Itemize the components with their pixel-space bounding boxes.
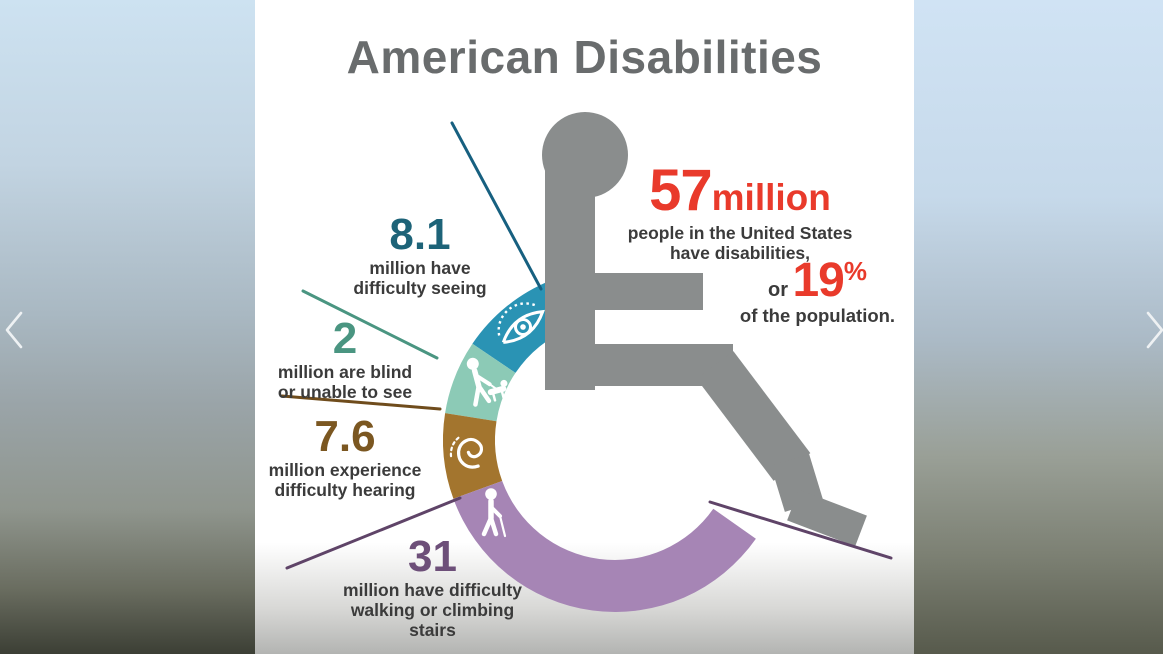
person-with-guide-dog-icon [466,357,508,407]
headline-total: 57million people in the United States ha… [615,158,865,265]
background-right [914,0,1163,654]
stat-value: 8.1 [389,210,451,259]
page-title: American Disabilities [346,31,823,83]
leader-line-seeing [450,121,543,291]
chevron-left-icon [5,311,23,349]
disability-infographic [280,112,893,613]
person-with-cane-icon [481,488,507,538]
percent-callout: or 19% of the population. [710,254,925,326]
chevron-right-icon [1146,311,1163,349]
segment-difficulty-walking [453,481,756,613]
total-unit: million [711,177,831,218]
leader-line-hearing [280,394,442,411]
stat-label-line2: difficulty hearing [274,480,416,501]
stat-label-line1: million are blind [277,362,413,382]
percent-desc: of the population. [739,304,896,326]
stat-value: 31 [408,532,457,581]
stat-label-line2: or unable to see [277,382,413,403]
background-left [0,0,255,654]
stat-label-line1: million have difficulty [343,580,522,600]
percent-sign: % [843,256,867,286]
stat-value: 7.6 [314,412,376,461]
ear-icon [449,436,484,469]
stat-value: 2 [332,314,358,363]
percent-value: 19 [792,254,844,307]
eye-icon [497,302,545,344]
stat-label-line2: difficulty seeing [353,278,487,299]
stat-label-line2: walking or climbing stairs [350,600,515,641]
wheelchair-symbol [542,112,867,547]
leader-line-blind [301,289,439,360]
leader-line-walking-right [708,500,893,560]
leader-line-walking-left [285,496,462,570]
stat-blind: 2 million are blind or unable to see [255,317,435,403]
stat-label-line1: million have [369,258,471,278]
stat-difficulty-hearing: 7.6 million experience difficulty hearin… [255,415,435,501]
stat-label-line1: million experience [268,460,422,480]
or-text: or [768,279,789,301]
total-desc-line2: have disabilities, [669,243,811,264]
next-slide-button[interactable] [1140,310,1163,350]
total-value: 57 [649,158,713,223]
prev-slide-button[interactable] [3,310,29,350]
stat-difficulty-walking: 31 million have difficulty walking or cl… [330,535,535,642]
total-desc-line1: people in the United States [627,223,853,244]
stat-difficulty-seeing: 8.1 million have difficulty seeing [325,213,515,299]
slide: American Disabilities [255,0,914,654]
